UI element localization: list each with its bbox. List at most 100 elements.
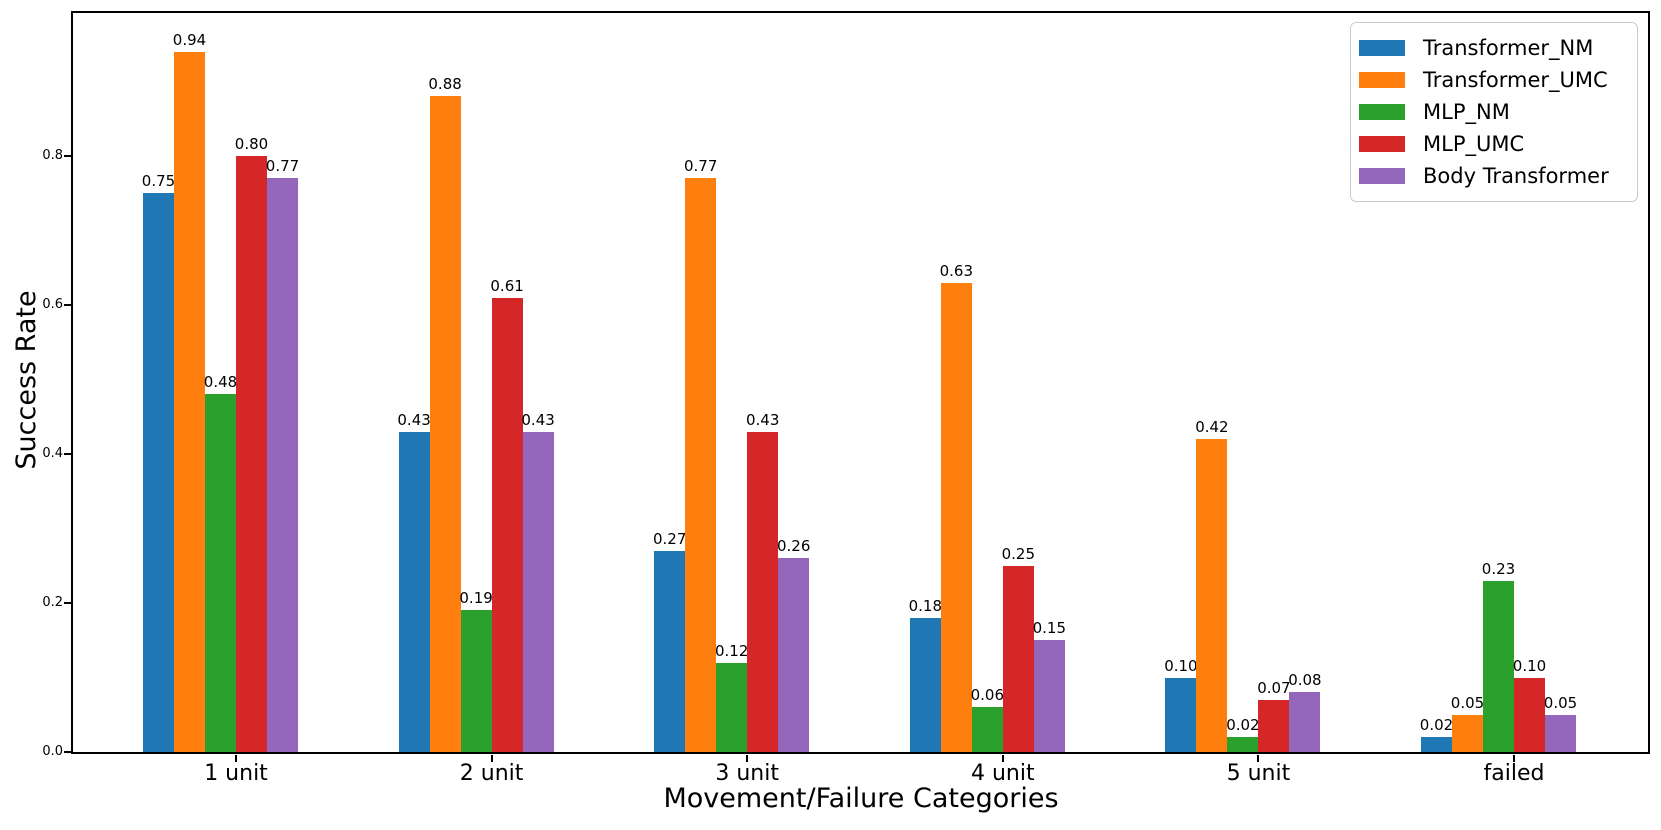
bar-value-label-transformer-nm-1-unit: 0.75 bbox=[141, 172, 176, 191]
bar-transformer-nm-1-unit bbox=[143, 193, 174, 752]
x-tick-mark bbox=[1513, 755, 1515, 762]
bar-value-label-body-transformer-3-unit: 0.26 bbox=[776, 537, 811, 556]
bar-value-label-transformer-nm-failed: 0.02 bbox=[1419, 716, 1454, 735]
y-tick-label: 0.2 bbox=[42, 595, 63, 610]
legend-label-transformer-umc: Transformer_UMC bbox=[1423, 67, 1608, 92]
legend-swatch-transformer-umc bbox=[1359, 72, 1405, 88]
bar-value-label-mlp-nm-5-unit: 0.02 bbox=[1226, 716, 1260, 735]
x-tick-label-4-unit: 4 unit bbox=[970, 761, 1035, 786]
x-tick-label-1-unit: 1 unit bbox=[204, 761, 268, 786]
bar-body-transformer-5-unit bbox=[1289, 692, 1321, 752]
bar-mlp-umc-5-unit bbox=[1258, 699, 1290, 752]
bar-mlp-nm-3-unit bbox=[716, 662, 748, 752]
bar-body-transformer-2-unit bbox=[522, 431, 554, 752]
legend-row-mlp-umc: MLP_UMC bbox=[1359, 128, 1627, 160]
bar-mlp-umc-failed bbox=[1514, 677, 1545, 752]
bar-value-label-mlp-umc-2-unit: 0.61 bbox=[490, 276, 524, 295]
bar-transformer-umc-5-unit bbox=[1196, 439, 1228, 752]
bar-transformer-umc-3-unit bbox=[685, 178, 717, 752]
bar-mlp-nm-5-unit bbox=[1227, 737, 1259, 752]
bar-transformer-umc-2-unit bbox=[429, 96, 461, 752]
bar-value-label-transformer-nm-5-unit: 0.10 bbox=[1164, 656, 1198, 675]
bar-value-label-transformer-nm-2-unit: 0.43 bbox=[397, 410, 431, 429]
bar-value-label-transformer-umc-2-unit: 0.88 bbox=[428, 75, 462, 94]
bar-mlp-umc-3-unit bbox=[747, 431, 779, 752]
bar-value-label-mlp-nm-failed: 0.23 bbox=[1481, 559, 1516, 578]
legend-label-mlp-nm: MLP_NM bbox=[1423, 99, 1510, 124]
legend-label-transformer-nm: Transformer_NM bbox=[1423, 35, 1594, 60]
bar-mlp-nm-failed bbox=[1483, 580, 1514, 752]
y-tick-label: 0.6 bbox=[42, 297, 63, 312]
bar-transformer-nm-5-unit bbox=[1165, 677, 1197, 752]
y-tick-mark bbox=[64, 602, 71, 604]
bar-value-label-mlp-umc-failed: 0.10 bbox=[1512, 656, 1547, 675]
legend-label-body-transformer: Body Transformer bbox=[1423, 163, 1609, 188]
legend-swatch-transformer-nm bbox=[1359, 40, 1405, 56]
bar-value-label-transformer-nm-3-unit: 0.27 bbox=[652, 529, 687, 548]
legend-swatch-body-transformer bbox=[1359, 168, 1405, 184]
bar-value-label-transformer-umc-failed: 0.05 bbox=[1450, 693, 1485, 712]
bar-transformer-umc-failed bbox=[1452, 714, 1483, 752]
bar-body-transformer-3-unit bbox=[778, 558, 810, 752]
legend-swatch-mlp-umc bbox=[1359, 136, 1405, 152]
bar-value-label-body-transformer-failed: 0.05 bbox=[1543, 693, 1578, 712]
bar-mlp-nm-4-unit bbox=[971, 707, 1003, 752]
bar-value-label-body-transformer-2-unit: 0.43 bbox=[521, 410, 555, 429]
bar-transformer-nm-4-unit bbox=[909, 617, 941, 752]
bar-transformer-nm-3-unit bbox=[654, 550, 686, 752]
legend-row-transformer-umc: Transformer_UMC bbox=[1359, 64, 1627, 96]
x-tick-label-3-unit: 3 unit bbox=[715, 761, 779, 786]
bar-transformer-umc-1-unit bbox=[174, 51, 205, 752]
bar-value-label-mlp-umc-5-unit: 0.07 bbox=[1257, 678, 1291, 697]
bar-value-label-mlp-nm-2-unit: 0.19 bbox=[459, 589, 493, 608]
x-tick-mark bbox=[490, 755, 493, 762]
bar-value-label-mlp-umc-4-unit: 0.25 bbox=[1001, 544, 1035, 563]
y-tick-mark bbox=[64, 155, 71, 157]
y-tick-label: 0.4 bbox=[42, 446, 63, 461]
bar-body-transformer-1-unit bbox=[267, 178, 298, 752]
bar-mlp-umc-2-unit bbox=[491, 297, 523, 752]
y-tick-label: 0.8 bbox=[42, 148, 63, 163]
bar-value-label-body-transformer-4-unit: 0.15 bbox=[1032, 619, 1066, 638]
bar-value-label-transformer-umc-5-unit: 0.42 bbox=[1195, 418, 1229, 437]
bar-body-transformer-failed bbox=[1545, 714, 1576, 752]
legend-row-body-transformer: Body Transformer bbox=[1359, 160, 1627, 192]
bar-value-label-transformer-umc-4-unit: 0.63 bbox=[939, 261, 973, 280]
bar-value-label-mlp-umc-3-unit: 0.43 bbox=[745, 410, 780, 429]
bar-value-label-transformer-nm-4-unit: 0.18 bbox=[908, 596, 942, 615]
x-tick-mark bbox=[1001, 755, 1004, 762]
x-tick-mark bbox=[1257, 755, 1260, 762]
bar-value-label-mlp-nm-3-unit: 0.12 bbox=[714, 641, 749, 660]
y-tick-label: 0.0 bbox=[42, 744, 63, 759]
bar-mlp-nm-2-unit bbox=[460, 610, 492, 752]
legend-label-mlp-umc: MLP_UMC bbox=[1423, 131, 1525, 156]
bar-value-label-body-transformer-5-unit: 0.08 bbox=[1288, 671, 1322, 690]
legend-row-mlp-nm: MLP_NM bbox=[1359, 96, 1627, 128]
bar-value-label-mlp-nm-1-unit: 0.48 bbox=[203, 373, 238, 392]
bar-value-label-transformer-umc-1-unit: 0.94 bbox=[172, 30, 207, 49]
bar-value-label-mlp-umc-1-unit: 0.80 bbox=[234, 135, 269, 153]
y-tick-mark bbox=[64, 304, 71, 306]
bar-transformer-nm-2-unit bbox=[398, 431, 430, 752]
bar-value-label-body-transformer-1-unit: 0.77 bbox=[265, 157, 300, 176]
y-tick-mark bbox=[64, 453, 71, 455]
bar-value-label-mlp-nm-4-unit: 0.06 bbox=[970, 686, 1004, 705]
y-axis-title: Success Rate bbox=[11, 290, 43, 470]
y-tick-mark bbox=[64, 751, 71, 753]
x-tick-label-2-unit: 2 unit bbox=[459, 761, 524, 786]
legend-row-transformer-nm: Transformer_NM bbox=[1359, 32, 1627, 64]
legend: Transformer_NM Transformer_UMC MLP_NM MLP_U… bbox=[1350, 22, 1638, 202]
x-tick-mark bbox=[235, 755, 237, 762]
bar-value-label-transformer-umc-3-unit: 0.77 bbox=[683, 157, 718, 176]
x-tick-mark bbox=[746, 755, 749, 762]
legend-swatch-mlp-nm bbox=[1359, 104, 1405, 120]
x-tick-label-5-unit: 5 unit bbox=[1226, 761, 1291, 786]
bar-body-transformer-4-unit bbox=[1033, 640, 1065, 752]
x-axis-title: Movement/Failure Categories bbox=[663, 783, 1059, 814]
x-tick-label-failed: failed bbox=[1483, 761, 1545, 786]
bar-mlp-umc-4-unit bbox=[1002, 565, 1034, 752]
bar-transformer-nm-failed bbox=[1421, 737, 1452, 752]
bar-mlp-nm-1-unit bbox=[205, 394, 236, 752]
bar-transformer-umc-4-unit bbox=[940, 282, 972, 752]
